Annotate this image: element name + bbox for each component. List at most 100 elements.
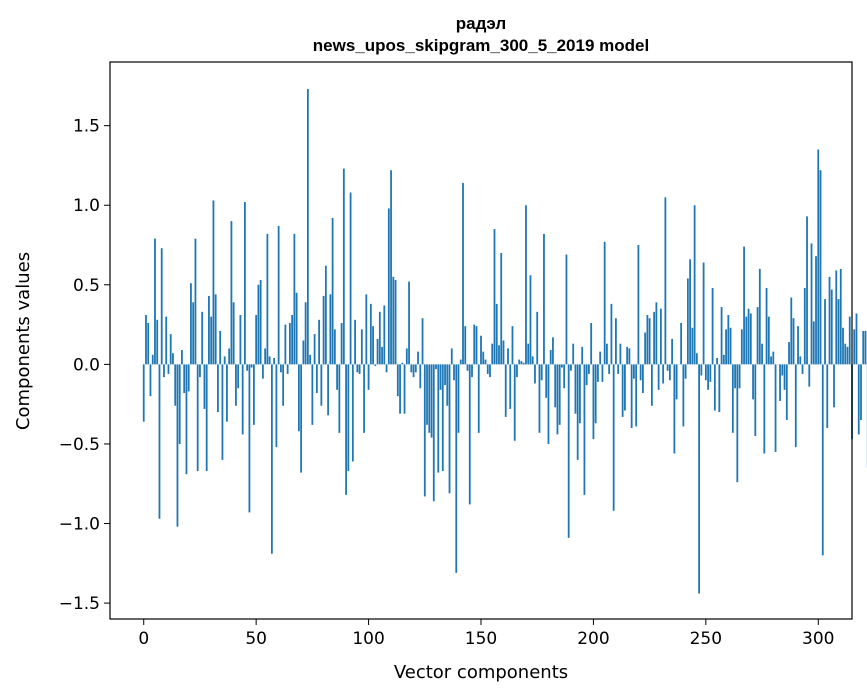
bar-74 — [309, 354, 312, 365]
bar-173 — [531, 356, 534, 365]
bar-174 — [534, 364, 536, 384]
bar-141 — [459, 359, 462, 365]
bar-113 — [396, 364, 399, 397]
bar-297 — [810, 243, 813, 365]
bar-63 — [284, 324, 287, 365]
bar-6 — [156, 319, 159, 365]
bar-110 — [390, 170, 392, 365]
bar-56 — [268, 356, 271, 365]
bar-58 — [273, 358, 276, 365]
bar-294 — [803, 287, 806, 365]
bar-8 — [160, 248, 163, 365]
bar-182 — [552, 337, 554, 365]
bar-208 — [610, 303, 613, 365]
bar-224 — [646, 315, 649, 365]
bar-311 — [842, 327, 844, 365]
bar-277 — [765, 287, 768, 365]
bar-66 — [291, 315, 294, 365]
bar-78 — [318, 319, 321, 365]
bar-105 — [378, 311, 381, 365]
bar-133 — [441, 364, 444, 471]
bar-4 — [151, 354, 154, 365]
bar-84 — [331, 217, 334, 365]
bar-216 — [628, 348, 631, 365]
bar-197 — [585, 364, 588, 386]
bar-155 — [491, 343, 494, 365]
bar-242 — [686, 278, 689, 365]
bar-45 — [244, 202, 246, 365]
bar-132 — [439, 364, 442, 390]
bar-252 — [709, 364, 712, 382]
bar-122 — [417, 351, 419, 365]
bar-228 — [655, 302, 658, 365]
bar-175 — [536, 311, 539, 365]
bar-106 — [381, 346, 383, 365]
bar-29 — [208, 295, 210, 365]
bar-62 — [282, 364, 285, 406]
bar-230 — [659, 308, 662, 365]
bar-243 — [689, 259, 692, 365]
y-tick-label: 1.5 — [73, 117, 100, 137]
bar-190 — [570, 364, 572, 371]
bar-52 — [259, 280, 262, 365]
bar-207 — [608, 364, 611, 374]
bar-165 — [513, 364, 516, 441]
chart-title-line-2: news_upos_skipgram_300_5_2019 model — [313, 36, 649, 55]
chart-title-line-1: радэл — [456, 14, 506, 33]
bar-146 — [471, 364, 473, 378]
bar-217 — [630, 364, 633, 429]
bar-107 — [383, 305, 386, 365]
bar-300 — [817, 149, 820, 365]
bar-268 — [745, 316, 748, 365]
bar-221 — [639, 364, 642, 381]
bar-116 — [403, 364, 406, 414]
bar-263 — [734, 364, 736, 389]
bar-248 — [700, 364, 703, 376]
bar-180 — [547, 364, 550, 444]
bar-295 — [806, 216, 808, 365]
bar-271 — [752, 364, 754, 400]
bar-210 — [615, 318, 617, 365]
bar-46 — [246, 364, 249, 371]
bar-225 — [648, 318, 651, 365]
bar-21 — [190, 283, 192, 365]
y-tick-label: −1.0 — [59, 515, 100, 535]
bar-151 — [482, 351, 485, 365]
bar-195 — [581, 346, 584, 365]
bar-100 — [367, 364, 370, 390]
bar-226 — [650, 364, 653, 406]
bar-215 — [626, 346, 629, 365]
bar-117 — [405, 348, 408, 365]
bar-73 — [306, 89, 309, 365]
bar-91 — [347, 364, 350, 471]
bar-82 — [327, 364, 330, 416]
bar-310 — [839, 268, 842, 365]
bar-261 — [729, 327, 732, 365]
bar-229 — [657, 364, 660, 390]
bar-301 — [819, 170, 822, 365]
bar-264 — [736, 364, 739, 483]
bar-308 — [835, 270, 838, 365]
bar-168 — [520, 361, 523, 365]
bar-313 — [846, 346, 849, 365]
bar-121 — [414, 364, 417, 373]
bar-124 — [421, 318, 424, 365]
bar-209 — [612, 364, 615, 511]
bar-275 — [761, 343, 763, 365]
bar-81 — [324, 265, 327, 365]
bar-285 — [783, 364, 786, 390]
bar-3 — [149, 364, 152, 397]
bar-99 — [365, 294, 368, 365]
plot-frame — [109, 61, 853, 620]
bar-86 — [336, 364, 338, 390]
bar-17 — [181, 350, 183, 365]
bar-93 — [351, 364, 354, 462]
bar-181 — [549, 350, 552, 365]
bar-49 — [253, 364, 255, 425]
bars-group — [142, 89, 867, 594]
bar-115 — [401, 362, 404, 365]
bar-254 — [713, 364, 716, 411]
bar-83 — [329, 294, 332, 365]
bar-289 — [792, 318, 795, 365]
x-axis-ticks: 0 50 100 150 200 250 300 — [138, 619, 834, 649]
